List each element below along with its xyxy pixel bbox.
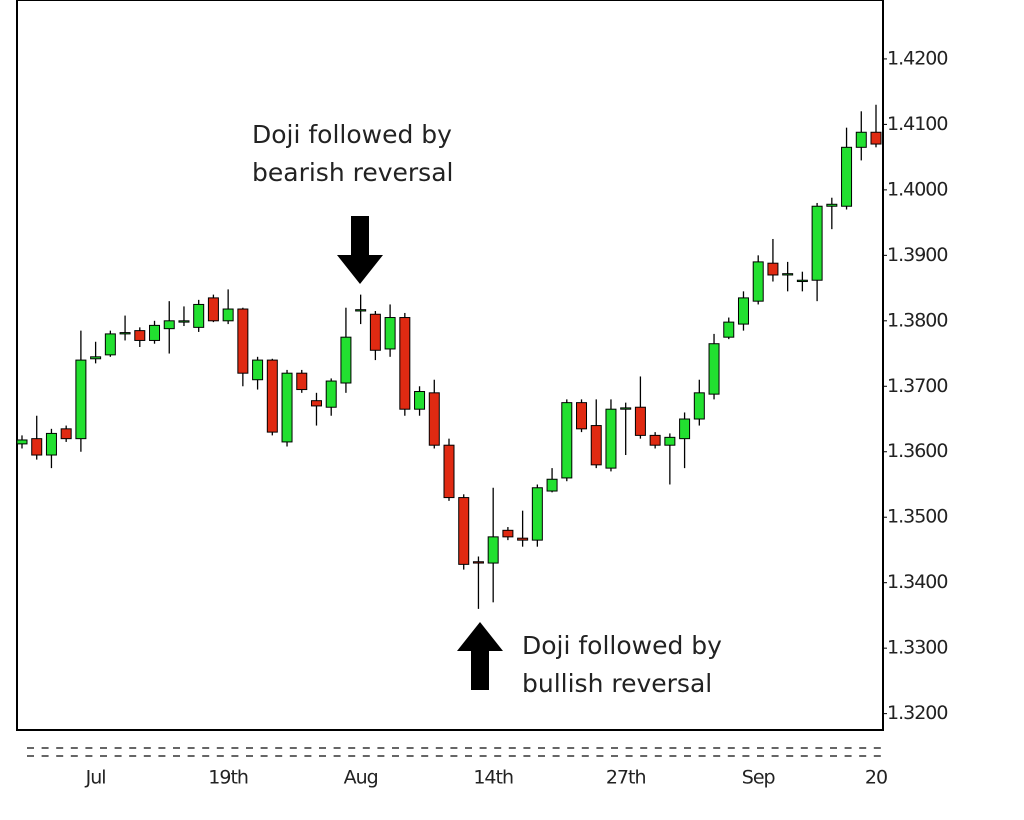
x-tick-label: Jul (85, 767, 106, 789)
candle-body (605, 408, 617, 469)
candle-body (546, 478, 558, 492)
candle-body (369, 313, 381, 351)
y-tick-label: 1.3900 (887, 244, 947, 266)
candle-body (620, 407, 632, 410)
candle-body (590, 425, 602, 466)
candle-body (517, 537, 529, 541)
candle-body (679, 418, 691, 440)
candle-body (178, 320, 190, 323)
candle-body (502, 529, 514, 538)
down-arrow (337, 216, 383, 284)
candle-body (104, 333, 116, 356)
candle-body (443, 444, 455, 499)
candle-body (414, 391, 426, 410)
candle-body (531, 487, 543, 541)
candle-body (870, 131, 882, 145)
candle-body (458, 497, 470, 565)
candle-body (31, 438, 43, 456)
candle-body (855, 131, 867, 148)
candle-body (207, 297, 219, 322)
candle-body (266, 359, 278, 433)
candle-body (472, 561, 484, 564)
y-tick-label: 1.3200 (887, 702, 947, 724)
candle-body (237, 308, 249, 374)
annotation: Doji followed by (522, 631, 722, 660)
candle-body (60, 428, 72, 440)
y-tick-label: 1.4100 (887, 113, 947, 135)
candle-body (782, 273, 794, 276)
x-tick-label: 20 (865, 767, 887, 789)
y-tick-label: 1.3300 (887, 637, 947, 659)
candle-body (649, 434, 661, 446)
candle-body (193, 303, 205, 328)
candle-body (222, 308, 234, 322)
candle-body (90, 356, 102, 360)
annotation: bullish reversal (522, 669, 712, 698)
candle-body (428, 392, 440, 446)
candle-body (252, 359, 264, 381)
candle-body (325, 380, 337, 408)
candle-body (75, 359, 87, 440)
x-tick-label: Aug (344, 767, 378, 789)
candle-body (767, 262, 779, 276)
candle-body (708, 343, 720, 395)
y-tick-label: 1.4200 (887, 47, 947, 69)
x-tick-label: 19th (208, 767, 248, 789)
candle-body (310, 400, 322, 407)
y-tick-label: 1.3400 (887, 571, 947, 593)
candle-body (826, 203, 838, 207)
candle-body (693, 392, 705, 420)
candle-body (487, 536, 499, 564)
candle-body (811, 205, 823, 281)
candle-body (296, 372, 308, 391)
x-tick-label: 27th (606, 767, 646, 789)
candle-body (576, 402, 588, 430)
candle-body (384, 317, 396, 350)
candle-body (796, 279, 808, 283)
plot-frame (16, 0, 884, 731)
up-arrow (457, 622, 503, 690)
candle-body (737, 297, 749, 325)
candle-body (561, 402, 573, 479)
candle-body (355, 309, 367, 312)
annotation: Doji followed by (252, 120, 452, 149)
y-tick-label: 1.3700 (887, 375, 947, 397)
candle-body (149, 324, 161, 341)
candle-body (340, 336, 352, 384)
candle-body (281, 372, 293, 443)
candle-body (16, 439, 28, 445)
candle-body (45, 432, 57, 456)
candle-body (134, 330, 146, 341)
candle-body (119, 332, 131, 335)
candle-body (399, 317, 411, 410)
candle-body (752, 261, 764, 302)
y-tick-label: 1.4000 (887, 178, 947, 200)
annotation: bearish reversal (252, 158, 453, 187)
y-tick-label: 1.3600 (887, 440, 947, 462)
candle-body (634, 406, 646, 436)
candle-body (664, 436, 676, 446)
y-tick-label: 1.3500 (887, 506, 947, 528)
candle-body (163, 320, 175, 330)
y-tick-label: 1.3800 (887, 309, 947, 331)
candle-body (841, 146, 853, 207)
x-tick-label: Sep (742, 767, 776, 789)
candle-body (723, 321, 735, 338)
x-tick-label: 14th (473, 767, 513, 789)
